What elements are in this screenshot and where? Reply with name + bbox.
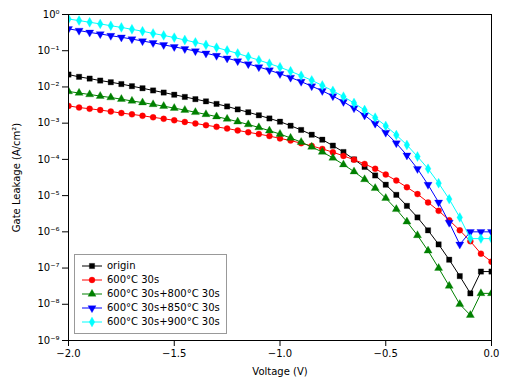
svg-text:10⁻⁸: 10⁻⁸ <box>37 298 59 309</box>
svg-text:−1.5: −1.5 <box>162 348 186 359</box>
svg-text:−0.5: −0.5 <box>374 348 398 359</box>
svg-text:−1.0: −1.0 <box>268 348 292 359</box>
svg-text:10⁻²: 10⁻² <box>37 81 59 92</box>
svg-text:Gate Leakage (A/cm²): Gate Leakage (A/cm²) <box>11 123 22 233</box>
svg-text:Voltage (V): Voltage (V) <box>252 366 307 377</box>
svg-text:10⁻¹: 10⁻¹ <box>37 45 59 56</box>
svg-text:10⁰: 10⁰ <box>43 9 60 20</box>
html-text:600°C 30s: 600°C 30s <box>107 274 160 285</box>
svg-text:10⁻⁹: 10⁻⁹ <box>37 335 59 346</box>
svg-text:10⁻⁴: 10⁻⁴ <box>37 154 59 165</box>
svg-text:10⁻⁵: 10⁻⁵ <box>37 190 59 201</box>
html-text:600°C 30s+850°C 30s: 600°C 30s+850°C 30s <box>107 302 220 313</box>
html-text:origin: origin <box>107 260 136 271</box>
html-text:600°C 30s+900°C 30s: 600°C 30s+900°C 30s <box>107 316 220 327</box>
svg-text:10⁻³: 10⁻³ <box>37 117 59 128</box>
svg-text:−2.0: −2.0 <box>56 348 80 359</box>
svg-text:10⁻⁶: 10⁻⁶ <box>37 226 59 237</box>
svg-text:0.0: 0.0 <box>484 348 500 359</box>
html-text:600°C 30s+800°C 30s: 600°C 30s+800°C 30s <box>107 288 220 299</box>
svg-text:10⁻⁷: 10⁻⁷ <box>37 262 59 273</box>
